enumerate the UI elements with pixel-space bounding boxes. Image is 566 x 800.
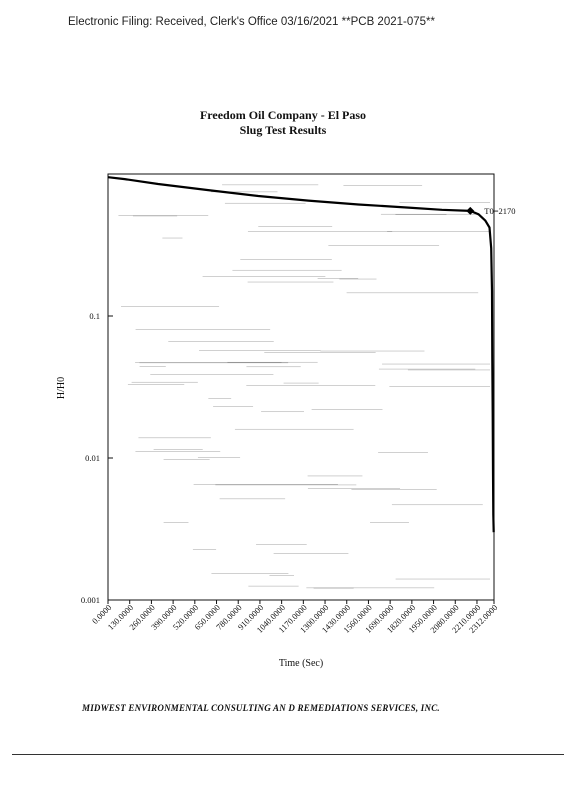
x-axis-ticks: 0.0000130.0000260.0000390.0000520.000065… [90,600,499,635]
y-axis-title: H/H0 [56,377,67,399]
bottom-rule [12,754,564,755]
y-axis-ticks: 0.1 0.01 0.001 [81,311,113,605]
company-footer: MIDWEST ENVIRONMENTAL CONSULTING AN D RE… [82,703,440,713]
t0-annotation: T0=2170 [466,206,516,216]
filing-header: Electronic Filing: Received, Clerk's Off… [68,16,435,28]
y-tick-label: 0.01 [85,453,100,463]
y-tick-label: 0.1 [89,311,100,321]
plot-area-frame [107,173,495,601]
y-tick-label: 0.001 [81,595,100,605]
chart-subtitle: Slug Test Results [239,123,327,137]
chart-title: Freedom Oil Company - El Paso [199,108,367,122]
x-axis-title: Time (Sec) [279,658,323,669]
scan-artifact-lines [118,184,490,589]
t0-label: T0=2170 [484,206,515,216]
t0-marker [466,206,475,215]
series-line [107,176,495,533]
